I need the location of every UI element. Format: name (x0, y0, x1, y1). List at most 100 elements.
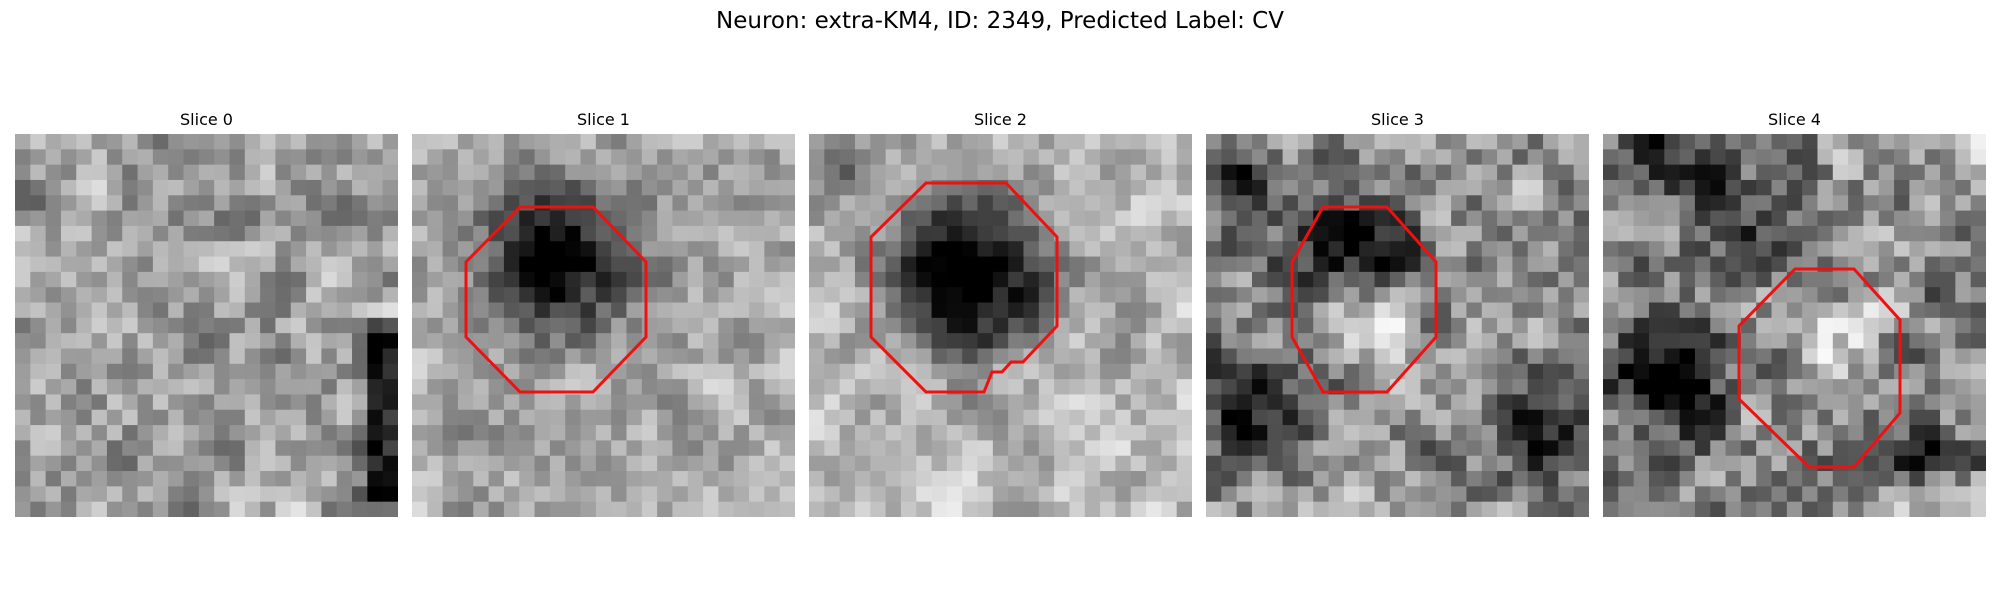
pixel (1618, 195, 1635, 212)
pixel (91, 256, 108, 273)
pixel (1038, 271, 1055, 288)
pixel (122, 333, 139, 350)
pixel (1359, 225, 1376, 242)
pixel (1405, 394, 1422, 411)
pixel (1069, 149, 1086, 166)
pixel (1848, 486, 1865, 503)
pixel (1756, 501, 1773, 517)
pixel (1664, 363, 1681, 380)
pixel (595, 348, 612, 365)
pixel (977, 195, 994, 212)
pixel (137, 486, 154, 503)
pixel (1603, 195, 1619, 212)
pixel (672, 333, 689, 350)
pixel (1512, 317, 1529, 334)
pixel (473, 225, 490, 242)
pixel (382, 210, 398, 227)
pixel (91, 425, 108, 441)
pixel (595, 134, 612, 150)
pixel (824, 287, 841, 304)
pixel (1940, 287, 1956, 304)
pixel (306, 302, 322, 319)
pixel (1267, 440, 1284, 457)
pixel (870, 149, 887, 166)
pixel (992, 471, 1009, 487)
pixel (1466, 287, 1483, 304)
pixel (1832, 179, 1849, 196)
pixel (1710, 256, 1727, 273)
pixel (1313, 394, 1330, 411)
pixel (809, 271, 825, 288)
pixel (687, 271, 704, 288)
pixel (290, 179, 307, 196)
pixel (367, 302, 384, 319)
pixel (352, 501, 368, 517)
pixel (152, 241, 169, 258)
pixel (870, 409, 887, 426)
pixel (1343, 195, 1360, 212)
pixel (809, 471, 825, 487)
pixel (1008, 333, 1025, 350)
pixel (427, 271, 444, 288)
pixel (473, 302, 490, 319)
pixel (1481, 256, 1498, 273)
pixel (352, 455, 368, 472)
pixel (749, 149, 765, 166)
pixel (1725, 271, 1742, 288)
pixel (168, 179, 185, 196)
pixel (336, 471, 353, 487)
pixel (1543, 134, 1559, 150)
pixel (76, 210, 93, 227)
pixel (1146, 425, 1162, 441)
pixel (45, 348, 62, 365)
pixel (290, 164, 307, 181)
pixel (854, 164, 871, 181)
pixel (1558, 379, 1575, 396)
pixel (1297, 440, 1314, 457)
pixel (1648, 179, 1665, 196)
pixel (1008, 394, 1025, 411)
pixel (1817, 379, 1834, 396)
pixel (1435, 210, 1452, 227)
pixel (779, 241, 795, 258)
pixel (1466, 425, 1483, 441)
pixel (931, 486, 948, 503)
pixel (687, 241, 704, 258)
pixel (198, 363, 215, 380)
pixel (367, 440, 384, 457)
pixel (442, 164, 459, 181)
pixel (718, 225, 735, 242)
pixel (1694, 287, 1711, 304)
pixel (1573, 210, 1589, 227)
pixel (106, 271, 123, 288)
pixel (977, 271, 994, 288)
pixel (106, 363, 123, 380)
pixel (1069, 225, 1086, 242)
pixel (703, 455, 719, 472)
pixel (367, 241, 384, 258)
pixel (168, 379, 185, 396)
pixel (1648, 379, 1665, 396)
pixel (870, 425, 887, 441)
pixel (1115, 348, 1132, 365)
pixel (870, 302, 887, 319)
pixel (703, 302, 719, 319)
pixel (1512, 363, 1529, 380)
pixel (152, 164, 169, 181)
pixel (1679, 425, 1696, 441)
pixel (809, 440, 825, 457)
pixel (1832, 164, 1849, 181)
pixel (336, 134, 353, 150)
pixel (1251, 149, 1268, 166)
pixel (1771, 425, 1788, 441)
pixel (1543, 179, 1559, 196)
pixel (626, 149, 643, 166)
pixel (549, 409, 566, 426)
pixel (1618, 225, 1635, 242)
pixel (733, 348, 750, 365)
pixel (1251, 241, 1268, 258)
pixel (321, 379, 338, 396)
pixel (687, 440, 704, 457)
pixel (1664, 195, 1681, 212)
pixel (854, 486, 871, 503)
